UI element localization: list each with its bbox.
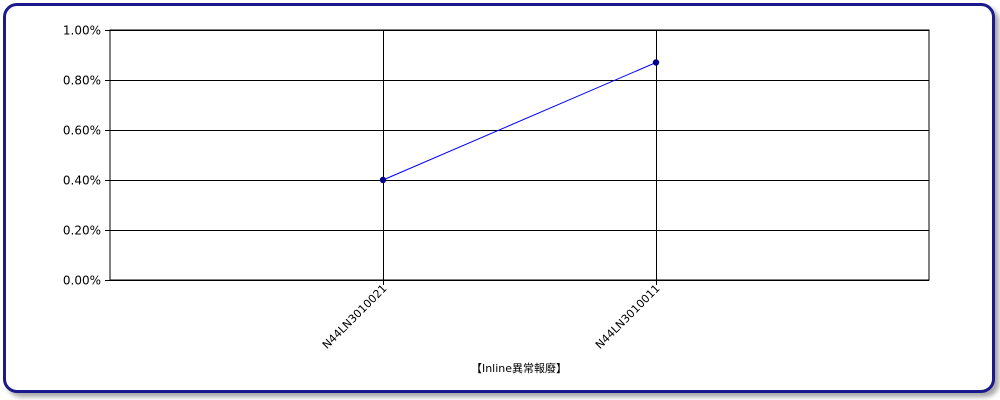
plot-area-border xyxy=(109,29,930,281)
data-point xyxy=(652,59,660,66)
grid-layer xyxy=(109,29,930,281)
series-line xyxy=(382,62,657,181)
data-point xyxy=(379,176,387,184)
y-tick-label: 0.20% xyxy=(63,224,101,238)
axis-layer xyxy=(105,30,657,285)
chart-frame xyxy=(3,3,995,393)
x-category-label: N44LN3010021 xyxy=(320,282,390,352)
x-axis-title: 【Inline異常報廢】 xyxy=(471,361,567,375)
label-layer: 0.00% 0.20% 0.40% 0.60% 0.80% 1.00% N44LN30100… xyxy=(63,24,663,352)
x-category-label: N44LN3010011 xyxy=(593,282,663,352)
y-tick-label: 1.00% xyxy=(63,24,101,38)
y-tick-label: 0.00% xyxy=(63,274,101,288)
series-layer xyxy=(379,59,660,184)
y-tick-label: 0.40% xyxy=(63,174,101,188)
y-tick-label: 0.80% xyxy=(63,74,101,88)
y-tick-label: 0.60% xyxy=(63,124,101,138)
